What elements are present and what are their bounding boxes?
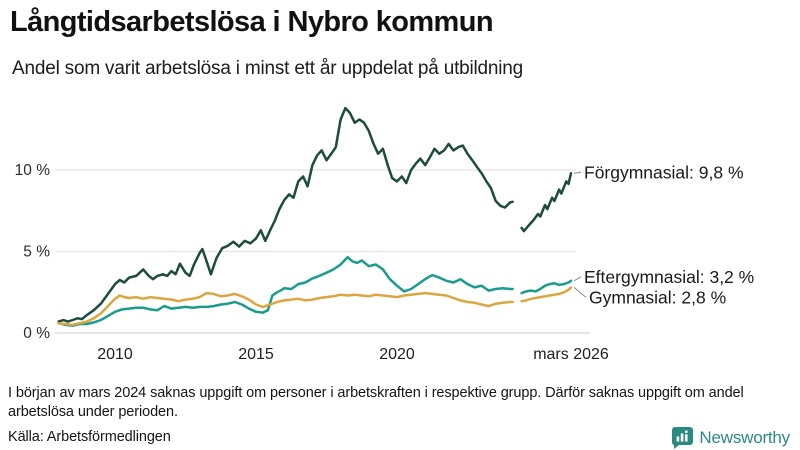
x-axis-tick-label: 2010 [97, 346, 133, 363]
y-axis-tick-label: 5 % [23, 244, 50, 261]
label-leader-line [573, 286, 587, 298]
newsworthy-bubble-chart-icon [672, 427, 694, 449]
label-leader-line [573, 276, 582, 282]
footnote-text: I början av mars 2024 saknas uppgift om … [8, 385, 744, 421]
series-end-label-eftergymnasial: Eftergymnasial: 3,2 % [584, 267, 754, 287]
series-end-label-gymnasial: Gymnasial: 2,8 % [589, 287, 726, 307]
y-axis-tick-label: 10 % [15, 162, 51, 179]
x-axis-tick-label: 2015 [238, 346, 274, 363]
series-line-gymnasial [57, 291, 514, 327]
newsworthy-logo[interactable]: Newsworthy [672, 427, 790, 449]
series-line-eftergymnasial [520, 279, 573, 295]
source-attribution: Källa: Arbetsförmedlingen [8, 429, 171, 445]
series-line-frgymnasial [57, 106, 514, 323]
page-title: Långtidsarbetslösa i Nybro kommun [10, 6, 494, 38]
brand-name: Newsworthy [699, 428, 790, 447]
y-axis-tick-label: 0 % [23, 325, 50, 342]
series-line-frgymnasial [520, 172, 573, 233]
series-line-eftergymnasial [57, 255, 514, 327]
series-line-gymnasial [520, 286, 573, 303]
series-end-label-frgymnasial: Förgymnasial: 9,8 % [584, 162, 744, 182]
label-leader-line [573, 171, 582, 174]
chart-subtitle: Andel som varit arbetslösa i minst ett å… [12, 58, 524, 79]
x-axis-tick-label: 2020 [379, 346, 415, 363]
x-axis-tick-label: mars 2026 [533, 346, 609, 363]
